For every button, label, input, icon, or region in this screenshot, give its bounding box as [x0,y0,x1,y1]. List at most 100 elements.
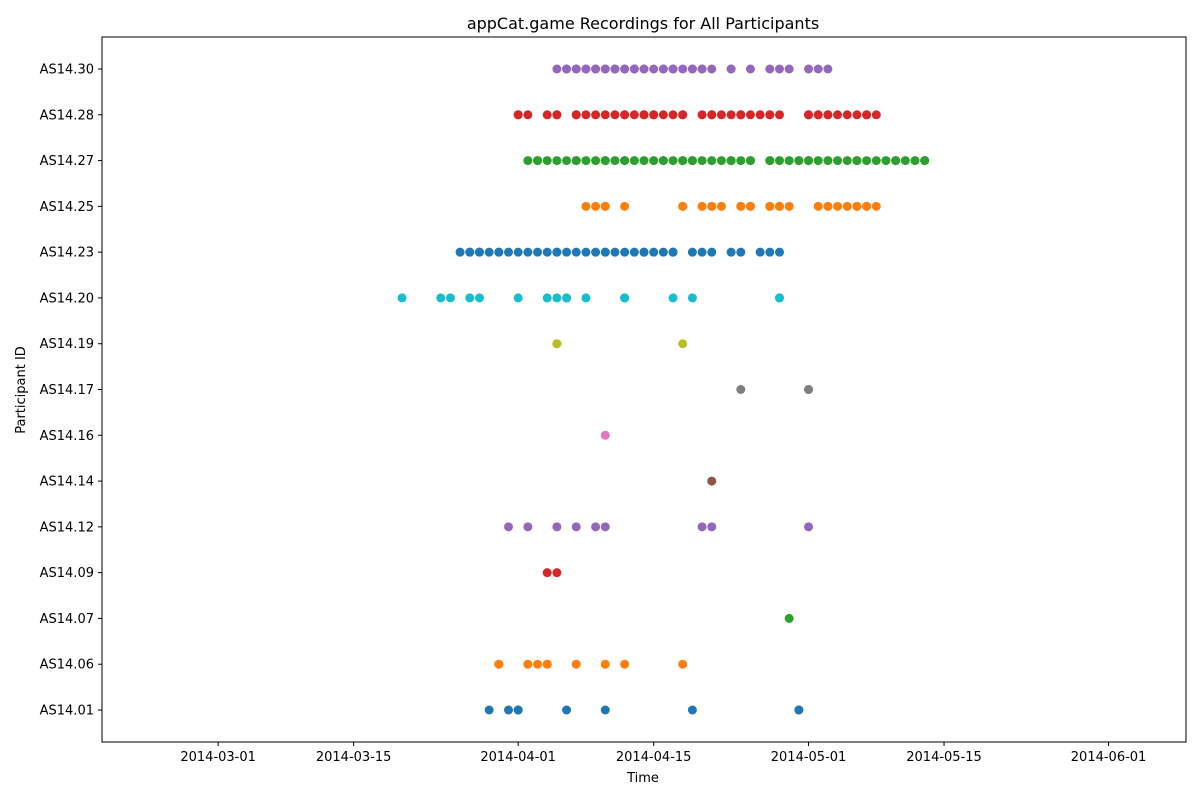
data-point [591,64,601,74]
data-point [542,293,552,303]
data-point [707,201,717,211]
data-point [523,522,533,532]
data-point [581,64,591,74]
data-point [581,201,591,211]
data-point [591,201,601,211]
data-point [745,156,755,166]
data-point [542,568,552,578]
data-point [736,247,746,257]
x-tick-label: 2014-04-01 [480,750,556,765]
data-point [707,110,717,120]
data-point [823,156,833,166]
data-point [591,522,601,532]
data-point [600,156,610,166]
x-axis-title: Time [626,771,659,786]
data-point [697,247,707,257]
data-point [775,110,784,120]
data-point [813,64,823,74]
data-point [484,705,494,715]
data-point [610,64,620,74]
data-point [678,201,688,211]
data-point [668,293,678,303]
data-point [629,247,639,257]
data-point [755,110,765,120]
data-point [784,201,794,211]
data-point [842,110,852,120]
data-point [620,64,630,74]
data-point [542,659,552,669]
data-point [726,247,736,257]
data-point [678,659,688,669]
data-point [397,293,407,303]
data-point [823,64,833,74]
data-point [687,64,697,74]
data-point [736,156,746,166]
data-point [552,293,562,303]
data-point [765,110,775,120]
data-point [513,293,523,303]
data-point [716,110,726,120]
data-point [736,110,746,120]
data-point [658,110,668,120]
data-point [562,705,572,715]
data-point [697,110,707,120]
data-point [639,64,649,74]
data-point [513,247,523,257]
data-point [591,110,601,120]
data-point [571,110,581,120]
data-point [707,64,717,74]
y-tick-label: AS14.19 [40,337,94,352]
data-point [852,110,862,120]
x-tick-label: 2014-03-15 [316,750,392,765]
data-point [552,339,562,349]
data-point [581,156,591,166]
data-point [804,156,814,166]
data-point [523,659,533,669]
y-tick-label: AS14.07 [40,612,94,627]
data-point [474,247,484,257]
data-point [533,156,543,166]
data-point [862,156,872,166]
data-point [775,201,784,211]
data-point [697,156,707,166]
data-point [707,476,717,486]
data-point [697,201,707,211]
data-point [513,705,523,715]
data-point [668,64,678,74]
data-point [687,705,697,715]
data-point [842,201,852,211]
data-point [649,64,659,74]
data-point [678,339,688,349]
y-axis: AS14.01 AS14.06 AS14.07 AS14.09 AS14.12 AS14.… [40,63,102,719]
data-point [445,293,455,303]
data-point [745,64,755,74]
data-point [562,293,572,303]
data-point [716,201,726,211]
data-point [833,110,843,120]
data-point [678,64,688,74]
data-point [726,156,736,166]
data-point [465,293,475,303]
x-tick-label: 2014-05-15 [906,750,982,765]
x-tick-label: 2014-04-15 [616,750,692,765]
y-tick-label: AS14.23 [40,246,94,261]
data-point [658,156,668,166]
y-tick-label: AS14.01 [40,704,94,719]
x-tick-label: 2014-03-01 [180,750,256,765]
data-point [784,64,794,74]
data-point [600,705,610,715]
y-tick-label: AS14.09 [40,566,94,581]
data-point [436,293,446,303]
data-point [920,156,930,166]
data-point [474,293,484,303]
data-points [397,64,930,715]
data-point [523,110,533,120]
data-point [484,247,494,257]
data-point [562,247,572,257]
data-point [620,110,630,120]
data-point [552,522,562,532]
y-tick-label: AS14.28 [40,108,94,123]
data-point [620,659,630,669]
data-point [707,156,717,166]
data-point [629,156,639,166]
